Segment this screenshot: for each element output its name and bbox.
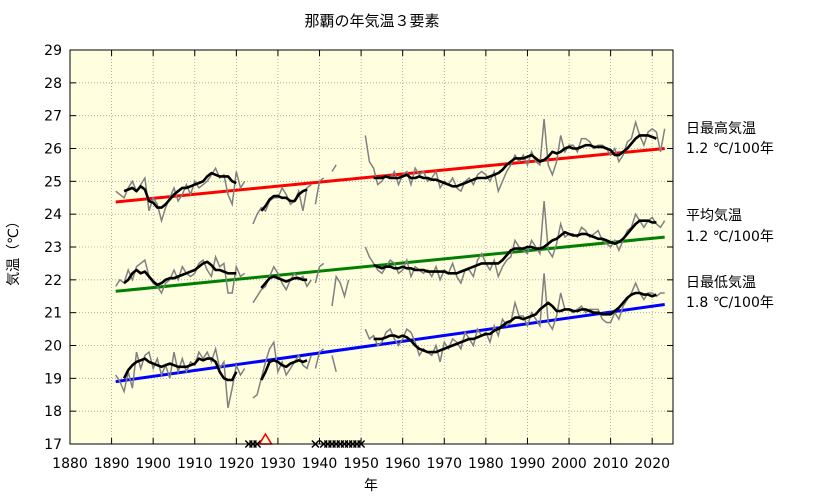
annual-line-mean [331, 274, 350, 307]
y-tick-label: 23 [44, 240, 62, 256]
y-tick-label: 27 [44, 109, 62, 125]
smoothed-line-min [122, 357, 238, 382]
y-tick-label: 22 [44, 273, 62, 289]
annual-line-mean [115, 254, 246, 295]
smoothed-line-min [373, 291, 657, 354]
annual-line-mean [252, 265, 312, 304]
y-tick-label: 18 [44, 404, 62, 420]
trend-line-min [115, 303, 665, 384]
x-tick-label: 1900 [135, 456, 171, 472]
annual-line-mean [364, 200, 666, 285]
y-tick-label: 17 [44, 437, 62, 453]
smoothed-line-max [373, 134, 657, 188]
series-rate-max: 1.2 ℃/100年 [686, 141, 774, 157]
series-label-max: 日最高気温 [686, 120, 756, 137]
x-tick-label: 2020 [634, 456, 670, 472]
x-tick-label: 1990 [510, 456, 546, 472]
x-axis-label: 年 [364, 478, 378, 494]
x-tick-label: 1930 [260, 456, 296, 472]
y-tick-label: 24 [44, 207, 62, 223]
y-tick-label: 19 [44, 371, 62, 387]
annual-line-min [364, 273, 665, 363]
y-tick-label: 25 [44, 174, 62, 190]
x-tick-label: 1980 [468, 456, 504, 472]
trend-line-max [115, 147, 665, 204]
x-tick-label: 1940 [302, 456, 338, 472]
axis-ticks: 1880 1890 1900 1910 1920 1930 1940 1950 1960 1970… [44, 43, 673, 472]
y-tick-label: 21 [44, 306, 62, 322]
smoothed-line-min [260, 358, 308, 381]
y-axis-label: 気温（℃） [6, 214, 22, 286]
trend-lines [115, 147, 665, 384]
annual-line-min [115, 345, 246, 409]
smoothed-line-mean [123, 260, 237, 287]
annual-line-max [331, 164, 337, 172]
y-tick-label: 28 [44, 76, 62, 92]
x-tick-label: 1890 [94, 456, 130, 472]
smoothed-line-mean [260, 275, 307, 289]
x-tick-label: 1970 [426, 456, 462, 472]
plot-frame [69, 49, 674, 445]
y-tick-label: 29 [44, 43, 62, 59]
series-label-min: 日最低気温 [686, 275, 756, 291]
smoothed-line-max [260, 188, 308, 212]
x-tick-label: 1920 [219, 456, 255, 472]
x-tick-label: 1880 [52, 456, 88, 472]
y-tick-label: 26 [44, 142, 62, 158]
smoothed-line-max [123, 171, 237, 209]
x-tick-label: 1950 [343, 456, 379, 472]
smoothed-lines [122, 134, 657, 382]
y-tick-label: 20 [44, 339, 62, 355]
series-rate-min: 1.8 ℃/100年 [686, 295, 774, 311]
annual-line-min [331, 355, 337, 372]
x-tick-label: 1910 [177, 456, 213, 472]
annual-line-mean [314, 262, 325, 284]
trend-line-mean [115, 235, 665, 293]
annual-line-max [364, 118, 666, 194]
annual-line-min [314, 348, 325, 369]
x-tick-label: 2000 [551, 456, 587, 472]
series-rate-mean: 1.2 ℃/100年 [686, 229, 774, 245]
chart-title: 那覇の年気温３要素 [304, 12, 439, 30]
series-label-mean: 平均気温 [686, 208, 742, 224]
smoothed-line-mean [373, 219, 657, 275]
annual-line-max [314, 177, 325, 205]
x-tick-label: 1960 [385, 456, 421, 472]
x-tick-label: 2010 [593, 456, 629, 472]
